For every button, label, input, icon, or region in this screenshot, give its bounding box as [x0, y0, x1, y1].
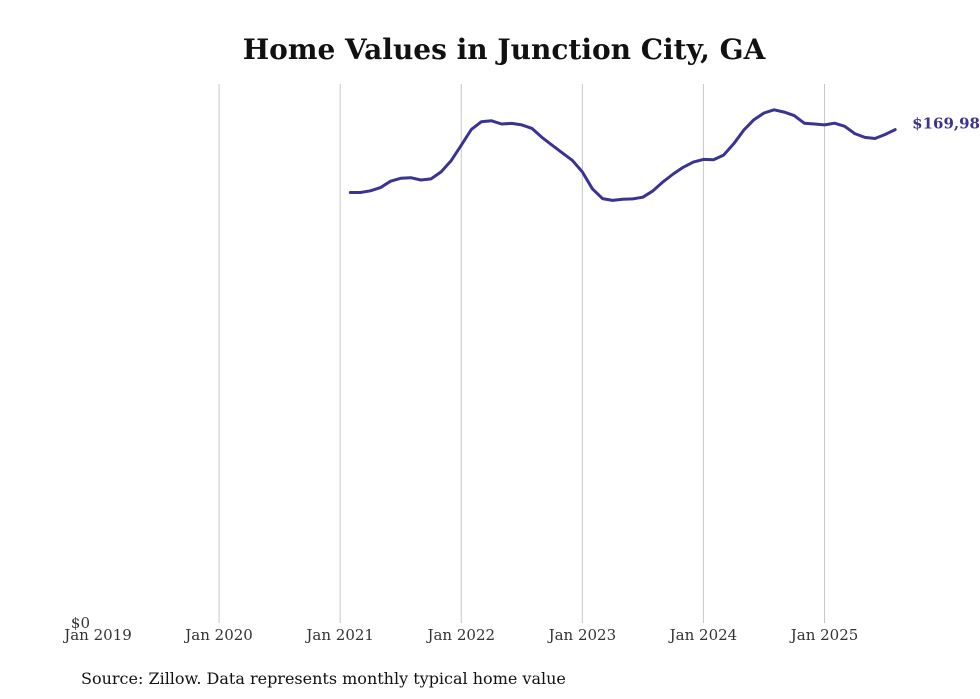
x-tick-label: Jan 2022 [425, 626, 495, 644]
home-value-line [348, 108, 897, 202]
x-tick-label: Jan 2023 [547, 626, 617, 644]
x-tick-label: Jan 2021 [304, 626, 374, 644]
latest-value-label: $169,982 [912, 115, 980, 133]
chart-title: Home Values in Junction City, GA [243, 33, 767, 66]
x-tick-label: Jan 2020 [183, 626, 253, 644]
y-tick-label: $0 [71, 614, 90, 632]
x-tick-label: Jan 2019 [62, 626, 132, 644]
x-tick-label: Jan 2025 [789, 626, 859, 644]
source-note: Source: Zillow. Data represents monthly … [81, 669, 566, 688]
x-tick-label: Jan 2024 [668, 626, 738, 644]
gridlines [218, 84, 826, 623]
x-axis-ticks: Jan 2019 Jan 2020 Jan 2021 Jan 2022 Jan 2023… [62, 626, 858, 644]
y-axis-ticks: $0 [71, 614, 90, 632]
